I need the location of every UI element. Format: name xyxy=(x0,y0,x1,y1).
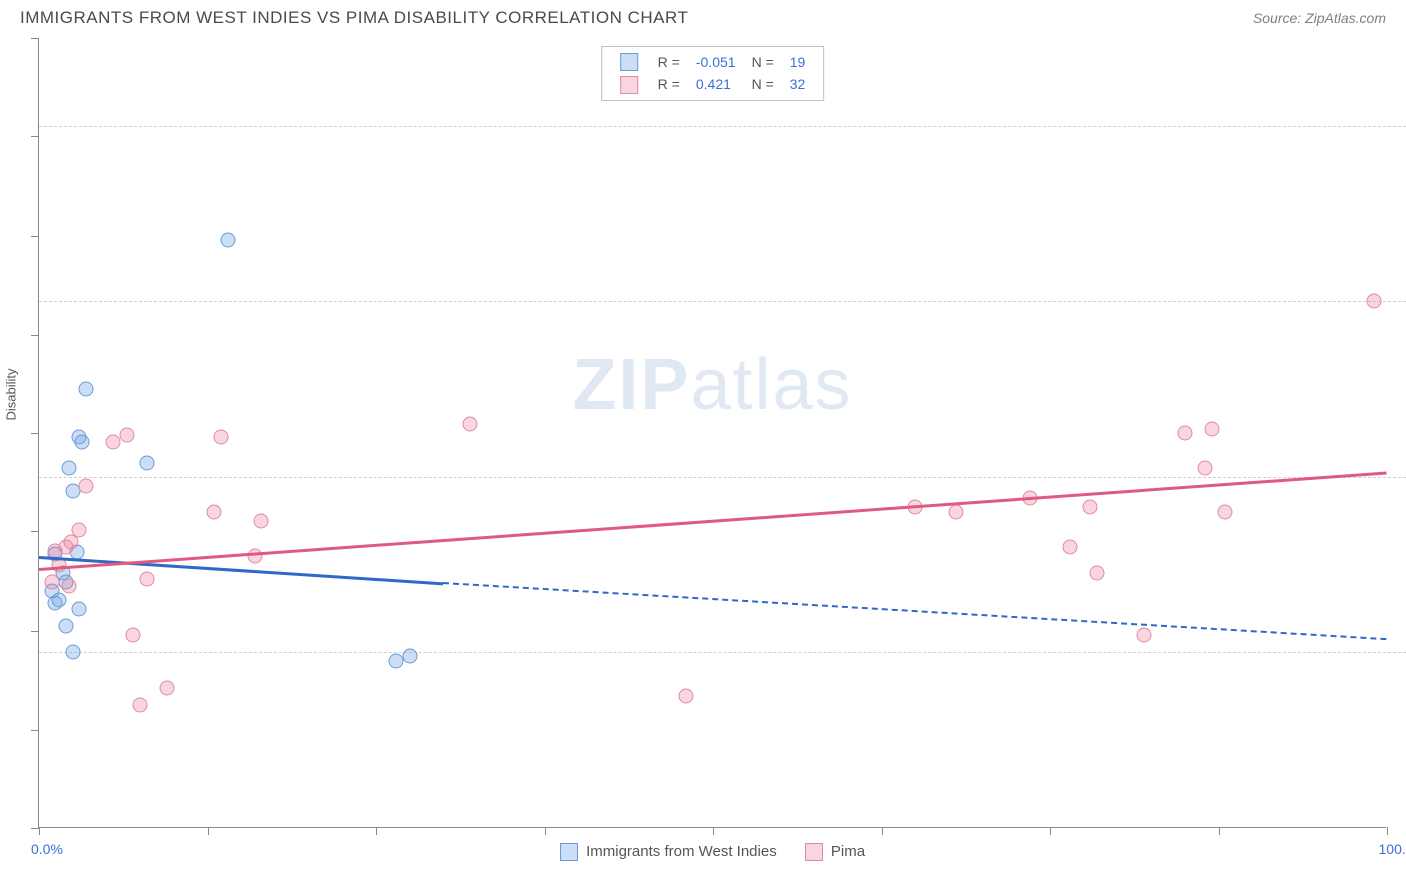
y-tick xyxy=(31,531,39,532)
legend-label: Immigrants from West Indies xyxy=(586,843,777,860)
data-point-b xyxy=(463,417,478,432)
data-point-b xyxy=(1198,461,1213,476)
data-point-b xyxy=(72,522,87,537)
data-point-b xyxy=(160,680,175,695)
data-point-a xyxy=(220,232,235,247)
data-point-b xyxy=(1090,566,1105,581)
data-point-a xyxy=(79,382,94,397)
source-attribution: Source: ZipAtlas.com xyxy=(1253,10,1386,26)
data-point-a xyxy=(72,429,87,444)
legend-item: Immigrants from West Indies xyxy=(560,843,777,861)
legend-swatch xyxy=(560,843,578,861)
y-tick xyxy=(31,433,39,434)
regression-line xyxy=(443,582,1387,640)
data-point-b xyxy=(1204,422,1219,437)
regression-line xyxy=(39,556,444,585)
y-tick xyxy=(31,38,39,39)
x-tick xyxy=(376,827,377,835)
data-point-a xyxy=(402,648,417,663)
data-point-b xyxy=(948,505,963,520)
data-point-b xyxy=(126,627,141,642)
chart-area: Disability 10.0%20.0%30.0%40.0%0.0%100.0… xyxy=(38,38,1386,828)
data-point-b xyxy=(139,571,154,586)
data-point-a xyxy=(72,601,87,616)
gridline xyxy=(39,652,1406,653)
y-axis-title: Disability xyxy=(4,368,19,420)
data-point-b xyxy=(45,575,60,590)
data-point-b xyxy=(1177,426,1192,441)
n-value: 19 xyxy=(782,51,814,73)
y-tick xyxy=(31,631,39,632)
legend-swatch xyxy=(805,843,823,861)
gridline xyxy=(39,126,1406,127)
gridline xyxy=(39,301,1406,302)
r-label: R = xyxy=(650,73,688,95)
data-point-b xyxy=(213,429,228,444)
data-point-b xyxy=(1218,505,1233,520)
data-point-b xyxy=(1063,540,1078,555)
data-point-b xyxy=(133,698,148,713)
n-label: N = xyxy=(744,73,782,95)
data-point-b xyxy=(254,513,269,528)
header: IMMIGRANTS FROM WEST INDIES VS PIMA DISA… xyxy=(0,0,1406,32)
correlation-legend: R =-0.051N =19R =0.421N =32 xyxy=(601,46,825,101)
data-point-a xyxy=(58,619,73,634)
series-legend: Immigrants from West Indies Pima xyxy=(39,843,1386,861)
plot-region: 10.0%20.0%30.0%40.0%0.0%100.0% xyxy=(39,38,1386,827)
y-tick xyxy=(31,236,39,237)
r-value: 0.421 xyxy=(688,73,744,95)
y-tick xyxy=(31,730,39,731)
y-tick xyxy=(31,828,39,829)
x-tick xyxy=(545,827,546,835)
n-label: N = xyxy=(744,51,782,73)
legend-item: Pima xyxy=(805,843,865,861)
y-tick xyxy=(31,136,39,137)
data-point-b xyxy=(679,689,694,704)
y-tick xyxy=(31,335,39,336)
legend-label: Pima xyxy=(831,843,865,860)
legend-swatch xyxy=(620,76,638,94)
data-point-b xyxy=(79,478,94,493)
legend-swatch xyxy=(620,53,638,71)
data-point-a xyxy=(61,461,76,476)
x-tick xyxy=(882,827,883,835)
n-value: 32 xyxy=(782,73,814,95)
data-point-b xyxy=(1083,499,1098,514)
data-point-b xyxy=(119,427,134,442)
gridline xyxy=(39,477,1406,478)
x-tick xyxy=(1387,827,1388,835)
data-point-b xyxy=(207,505,222,520)
r-value: -0.051 xyxy=(688,51,744,73)
x-tick xyxy=(713,827,714,835)
x-tick xyxy=(1050,827,1051,835)
x-tick xyxy=(39,827,40,835)
regression-line xyxy=(39,472,1387,572)
chart-title: IMMIGRANTS FROM WEST INDIES VS PIMA DISA… xyxy=(20,8,688,28)
data-point-b xyxy=(1366,294,1381,309)
x-tick xyxy=(1219,827,1220,835)
r-label: R = xyxy=(650,51,688,73)
data-point-a xyxy=(139,455,154,470)
x-tick xyxy=(208,827,209,835)
data-point-b xyxy=(1137,627,1152,642)
legend-row: R =0.421N =32 xyxy=(612,73,814,95)
data-point-b xyxy=(61,578,76,593)
data-point-a xyxy=(65,645,80,660)
legend-row: R =-0.051N =19 xyxy=(612,51,814,73)
